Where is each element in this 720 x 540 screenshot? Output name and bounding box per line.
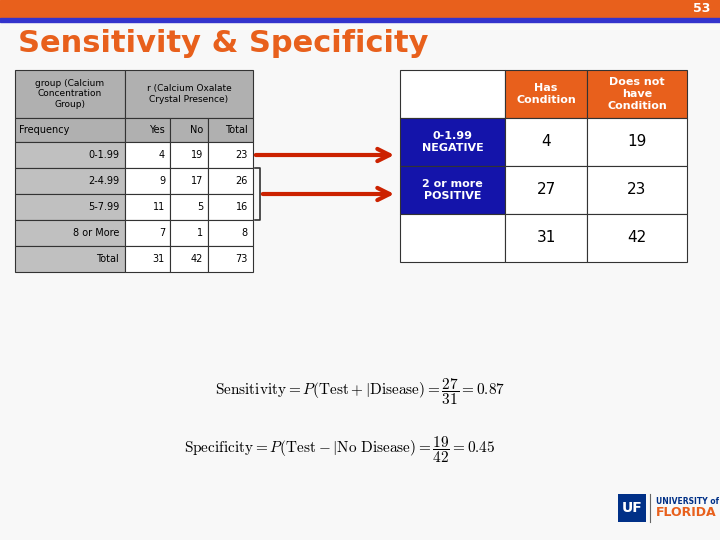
Text: r (Calcium Oxalate
Crystal Presence): r (Calcium Oxalate Crystal Presence) [147, 84, 231, 104]
Text: Has
Condition: Has Condition [516, 83, 576, 105]
Text: 31: 31 [153, 254, 165, 264]
Bar [505, 214, 587, 262]
Bar [170, 194, 208, 220]
Bar [125, 168, 170, 194]
Text: 11: 11 [153, 202, 165, 212]
Text: UNIVERSITY of: UNIVERSITY of [656, 497, 719, 507]
Bar [125, 194, 170, 220]
Bar [208, 220, 253, 246]
Text: 2 or more
POSITIVE: 2 or more POSITIVE [422, 179, 483, 201]
Text: 9: 9 [159, 176, 165, 186]
Text: $\mathrm{Specificity} = P(\mathrm{Test}-|\mathrm{No\ Disease}) = \dfrac{19}{42} : $\mathrm{Specificity} = P(\mathrm{Test}-… [184, 435, 496, 465]
Bar [505, 70, 587, 118]
Bar [170, 246, 208, 272]
Bar [125, 70, 253, 118]
Bar [125, 246, 170, 272]
Bar [208, 194, 253, 220]
Text: FLORIDA: FLORIDA [656, 507, 716, 519]
Text: Total: Total [96, 254, 119, 264]
Text: 42: 42 [191, 254, 203, 264]
Text: UF: UF [621, 501, 642, 515]
Text: 2-4.99: 2-4.99 [88, 176, 119, 186]
Text: 8: 8 [242, 228, 248, 238]
Bar [400, 118, 505, 166]
Bar [15, 220, 125, 246]
Text: Frequency: Frequency [19, 125, 69, 135]
Bar [0, 18, 720, 22]
Bar [208, 168, 253, 194]
Text: 19: 19 [627, 134, 647, 150]
Bar [170, 220, 208, 246]
Bar [125, 118, 170, 142]
Text: 73: 73 [235, 254, 248, 264]
Bar [208, 118, 253, 142]
Bar [618, 494, 646, 522]
Text: 5-7.99: 5-7.99 [88, 202, 119, 212]
Text: 26: 26 [235, 176, 248, 186]
Text: 27: 27 [536, 183, 556, 198]
Bar [15, 70, 125, 118]
Text: $\mathrm{Sensitivity} = P(\mathrm{Test}+|\mathrm{Disease}) = \dfrac{27}{31} = 0.: $\mathrm{Sensitivity} = P(\mathrm{Test}+… [215, 376, 505, 407]
Text: 7: 7 [158, 228, 165, 238]
Bar [170, 118, 208, 142]
Bar [505, 166, 587, 214]
Text: 23: 23 [627, 183, 647, 198]
Bar [125, 142, 170, 168]
Bar [587, 166, 687, 214]
Text: 31: 31 [536, 231, 556, 246]
Text: 4: 4 [541, 134, 551, 150]
Bar [208, 142, 253, 168]
Text: 0-1.99
NEGATIVE: 0-1.99 NEGATIVE [422, 131, 483, 153]
Text: 16: 16 [235, 202, 248, 212]
Bar [587, 118, 687, 166]
Text: Does not
have
Condition: Does not have Condition [607, 77, 667, 111]
Bar [15, 246, 125, 272]
Text: 5: 5 [197, 202, 203, 212]
Text: 0-1.99: 0-1.99 [88, 150, 119, 160]
Text: 19: 19 [191, 150, 203, 160]
Text: 42: 42 [627, 231, 647, 246]
Text: Total: Total [225, 125, 248, 135]
Bar [400, 214, 505, 262]
Text: Yes: Yes [149, 125, 165, 135]
Text: Sensitivity & Specificity: Sensitivity & Specificity [18, 29, 428, 57]
Text: 4: 4 [159, 150, 165, 160]
Bar [0, 0, 720, 18]
Bar [587, 214, 687, 262]
Bar [400, 70, 505, 118]
Text: 23: 23 [235, 150, 248, 160]
Bar [208, 246, 253, 272]
Bar [125, 220, 170, 246]
Bar [170, 168, 208, 194]
Text: No: No [190, 125, 203, 135]
Bar [15, 118, 125, 142]
Text: 8 or More: 8 or More [73, 228, 119, 238]
Bar [505, 118, 587, 166]
Bar [15, 142, 125, 168]
Text: 53: 53 [693, 3, 710, 16]
Bar [15, 194, 125, 220]
Bar [170, 142, 208, 168]
Text: 17: 17 [191, 176, 203, 186]
Bar [400, 166, 505, 214]
Text: group (Calcium
Concentration
Group): group (Calcium Concentration Group) [35, 79, 104, 109]
Text: 1: 1 [197, 228, 203, 238]
Bar [587, 70, 687, 118]
Bar [15, 168, 125, 194]
